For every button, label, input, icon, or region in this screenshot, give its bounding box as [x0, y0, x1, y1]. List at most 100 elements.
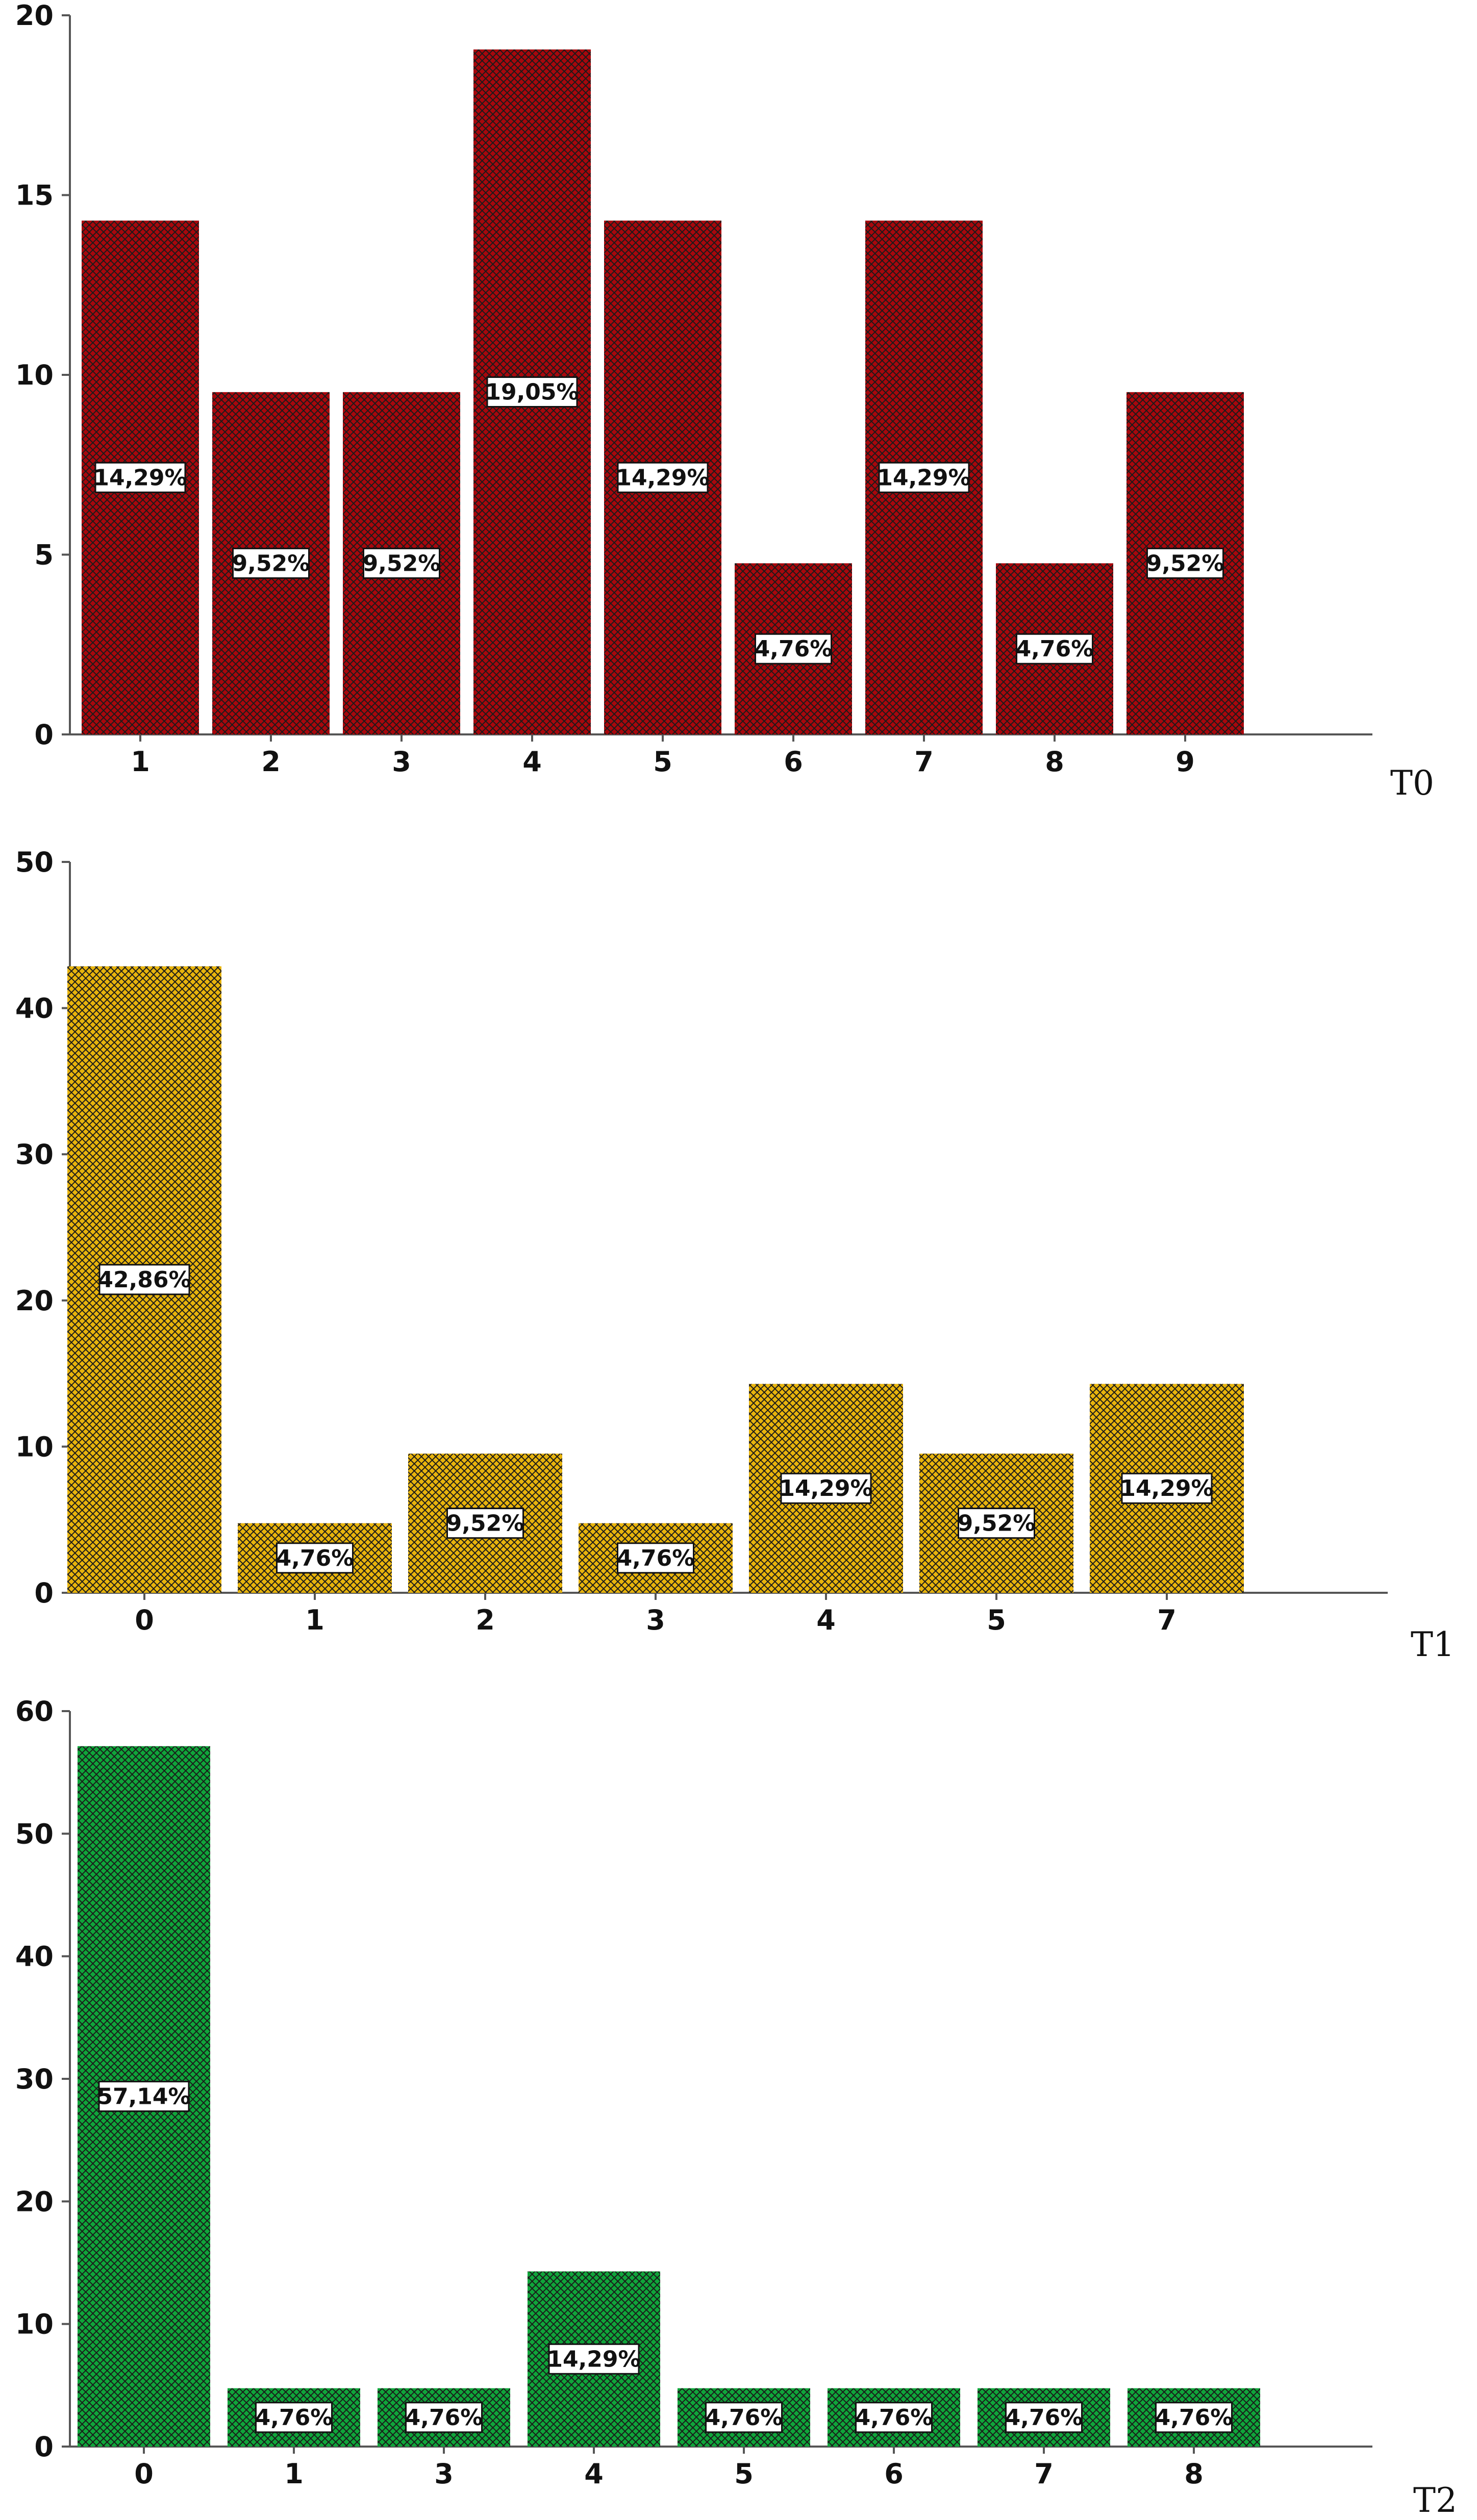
bar-group: 5 9,52%: [919, 1454, 1073, 1636]
data-label: 9,52%: [958, 1511, 1036, 1537]
chart-t1: 0 10 20 30 40 50 0 42,86% 1 4,76% 2 9,52% 3 4,76% 4 14,…: [15, 846, 1455, 1664]
y-tick-label: 5: [34, 539, 54, 571]
data-label-box: [617, 1542, 694, 1574]
data-label: 19,05%: [485, 379, 579, 405]
data-label: 4,76%: [617, 1545, 695, 1571]
data-label-box: [94, 462, 186, 493]
bar-group: 1 4,76%: [238, 1523, 392, 1636]
bar-group: 3 4,76%: [378, 2388, 510, 2490]
y-tick-label: 15: [15, 180, 54, 212]
y-tick-label: 30: [15, 1138, 54, 1170]
data-label: 42,86%: [97, 1267, 191, 1293]
y-tick-label: 0: [34, 719, 54, 751]
data-label: 9,52%: [232, 550, 310, 576]
data-label: 4,76%: [1155, 2405, 1233, 2431]
y-tick-label: 10: [15, 359, 54, 391]
x-tick-label: 5: [987, 1604, 1006, 1636]
panel-label: T2: [1413, 2481, 1457, 2520]
data-label-box: [255, 2402, 333, 2433]
x-tick-label: 7: [1034, 2458, 1054, 2490]
data-label-box: [1121, 1472, 1213, 1504]
data-label: 4,76%: [755, 636, 833, 662]
x-tick-label: 0: [135, 1604, 154, 1636]
data-label: 4,76%: [705, 2405, 783, 2431]
y-tick-label: 40: [15, 992, 54, 1025]
bar-group: 5 14,29%: [604, 220, 721, 778]
data-label: 57,14%: [97, 2083, 190, 2109]
data-label: 4,76%: [855, 2405, 933, 2431]
x-tick-label: 7: [1157, 1604, 1176, 1636]
x-tick-label: 6: [884, 2458, 904, 2490]
data-label: 14,29%: [93, 465, 187, 491]
bar-group: 1 4,76%: [228, 2388, 360, 2490]
x-tick-label: 1: [131, 746, 150, 778]
data-label-box: [705, 2402, 783, 2433]
x-tick-label: 3: [434, 2458, 454, 2490]
data-label-box: [1146, 547, 1224, 579]
bar-group: 5 4,76%: [678, 2388, 810, 2490]
data-label-box: [276, 1542, 354, 1574]
data-label-box: [363, 547, 440, 579]
x-tick-label: 8: [1184, 2458, 1204, 2490]
data-label: 14,29%: [616, 465, 709, 491]
data-label: 4,76%: [1005, 2405, 1083, 2431]
data-label: 9,52%: [1146, 550, 1224, 576]
y-tick-label: 20: [15, 1285, 54, 1317]
data-label-box: [1005, 2402, 1083, 2433]
x-tick-label: 3: [392, 746, 411, 778]
chart-t0: 0 5 10 15 20 1 14,29% 2 9,52% 3 9,52% 4 19,05% 5 14,29…: [15, 0, 1434, 803]
data-label-box: [98, 1264, 190, 1295]
bar-group: 7 4,76%: [978, 2388, 1110, 2490]
x-tick-label: 8: [1045, 746, 1064, 778]
x-tick-label: 1: [305, 1604, 324, 1636]
bar-group: 9 9,52%: [1126, 392, 1244, 778]
data-label-box: [1155, 2402, 1233, 2433]
x-tick-label: 5: [653, 746, 672, 778]
y-tick-label: 0: [34, 2431, 54, 2463]
bar-group: 3 9,52%: [343, 392, 460, 778]
data-label-box: [755, 633, 832, 665]
bar-group: 0 42,86%: [67, 966, 221, 1636]
bar-group: 2 9,52%: [408, 1454, 562, 1636]
x-tick-label: 1: [284, 2458, 304, 2490]
y-tick-label: 40: [15, 1941, 54, 1973]
bar-group: 0 57,14%: [78, 1746, 210, 2490]
x-tick-label: 4: [584, 2458, 604, 2490]
y-tick-label: 10: [15, 1431, 54, 1463]
bar-group: 4 14,29%: [749, 1384, 903, 1636]
bar-group: 8 4,76%: [1128, 2388, 1260, 2490]
data-label: 9,52%: [363, 550, 441, 576]
panel-label: T0: [1390, 763, 1434, 803]
x-tick-label: 6: [784, 746, 803, 778]
data-label: 14,29%: [877, 465, 970, 491]
x-tick-label: 4: [522, 746, 542, 778]
y-tick-label: 50: [15, 1818, 54, 1850]
y-tick-label: 20: [15, 0, 54, 32]
x-tick-label: 3: [646, 1604, 665, 1636]
data-label: 4,76%: [276, 1545, 354, 1571]
data-label-box: [486, 376, 578, 408]
y-tick-label: 50: [15, 846, 54, 878]
data-label: 4,76%: [1016, 636, 1094, 662]
data-label-box: [780, 1472, 872, 1504]
y-tick-label: 60: [15, 1695, 54, 1727]
data-label: 14,29%: [1120, 1475, 1213, 1501]
data-label-box: [405, 2402, 483, 2433]
bar-group: 2 9,52%: [212, 392, 330, 778]
x-tick-label: 2: [475, 1604, 495, 1636]
data-label: 9,52%: [446, 1511, 524, 1537]
chart-t2: 0 10 20 30 40 50 60 0 57,14% 1 4,76% 3 4,76% 4 14,29% 5…: [15, 1695, 1457, 2520]
bar-group: 8 4,76%: [996, 563, 1113, 778]
bar-group: 7 14,29%: [865, 220, 983, 778]
y-tick-label: 30: [15, 2063, 54, 2095]
data-label: 4,76%: [255, 2405, 333, 2431]
data-label-box: [617, 462, 709, 493]
bar-group: 4 19,05%: [473, 49, 591, 778]
data-label: 14,29%: [547, 2346, 640, 2372]
data-label-box: [855, 2402, 933, 2433]
data-label-box: [1016, 633, 1093, 665]
data-label: 4,76%: [405, 2405, 483, 2431]
y-tick-label: 0: [34, 1577, 54, 1609]
x-tick-label: 2: [261, 746, 281, 778]
